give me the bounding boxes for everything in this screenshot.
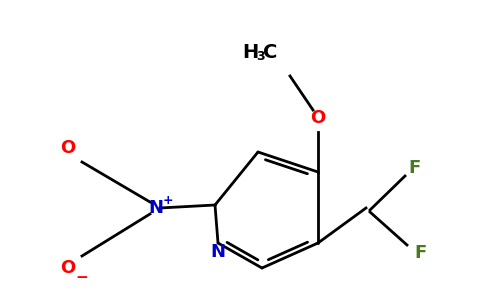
Text: F: F (414, 244, 426, 262)
Text: O: O (60, 139, 76, 157)
Text: O: O (310, 109, 326, 127)
Text: +: + (163, 194, 173, 206)
Text: C: C (263, 43, 277, 61)
Text: F: F (409, 159, 421, 177)
Text: N: N (149, 199, 164, 217)
Text: N: N (211, 243, 226, 261)
Text: H: H (242, 43, 258, 61)
Text: O: O (60, 259, 76, 277)
Text: 3: 3 (256, 50, 265, 64)
Text: −: − (76, 271, 89, 286)
